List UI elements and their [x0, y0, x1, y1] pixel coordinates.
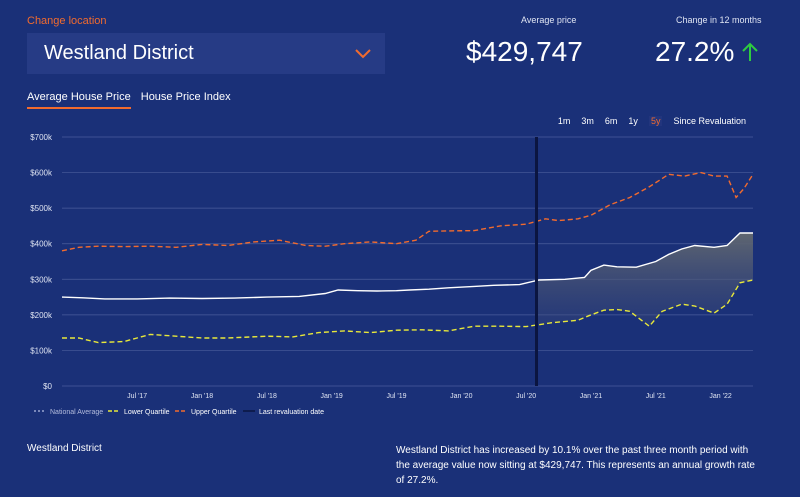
chart-tabs: Average House Price House Price Index [27, 91, 231, 109]
arrow-up-icon [742, 42, 759, 61]
average-price-label: Average price [521, 15, 577, 25]
y-tick-label: $100k [30, 346, 53, 355]
shaded-range-area [536, 233, 753, 327]
range-3m[interactable]: 3m [581, 116, 594, 126]
x-tick-label: Jan '19 [320, 393, 342, 400]
y-tick-label: $500k [30, 204, 53, 213]
series-upper-quartile [61, 171, 754, 252]
x-tick-label: Jan '20 [450, 393, 472, 400]
legend-label: Last revaluation date [259, 409, 324, 416]
y-tick-label: $700k [30, 133, 53, 142]
y-tick-label: $300k [30, 275, 53, 284]
tab-average-house-price[interactable]: Average House Price [27, 91, 131, 109]
x-tick-label: Jul '18 [257, 393, 277, 400]
change-12m-value: 27.2% [655, 36, 735, 67]
legend-label: Lower Quartile [124, 409, 170, 416]
range-6m[interactable]: 6m [604, 116, 618, 126]
change-location-label: Change location [27, 15, 107, 27]
footer-location: Westland District [27, 443, 102, 454]
x-tick-label: Jan '18 [191, 393, 213, 400]
change-12m: 27.2% [655, 36, 759, 68]
x-tick-label: Jul '21 [646, 393, 666, 400]
x-tick-label: Jan '22 [709, 393, 731, 400]
location-dropdown[interactable]: Westland District [27, 33, 385, 74]
average-price-value: $429,747 [466, 36, 583, 67]
legend-label: Upper Quartile [191, 409, 237, 416]
price-chart: $0 $100k $200k $300k $400k $500k $600k $700k Jul… [30, 133, 754, 416]
range-1m[interactable]: 1m [557, 116, 571, 126]
y-tick-label: $200k [30, 311, 53, 320]
range-5y[interactable]: 5y [648, 116, 663, 126]
range-since-revaluation[interactable]: Since Revaluation [673, 116, 746, 126]
x-tick-label: Jul '19 [386, 393, 406, 400]
series-average [61, 232, 753, 300]
range-1y[interactable]: 1y [628, 116, 638, 126]
change-12m-label: Change in 12 months [676, 15, 762, 25]
x-tick-label: Jan '21 [580, 393, 602, 400]
footer-summary: Westland District has increased by 10.1%… [396, 445, 755, 486]
x-tick-label: Jul '20 [516, 393, 536, 400]
legend-label: National Average [50, 409, 103, 416]
location-value: Westland District [44, 42, 194, 64]
y-tick-label: $600k [30, 169, 53, 178]
time-range-selector: 1m 3m 6m 1y 5y Since Revaluation [558, 116, 746, 126]
y-tick-label: $0 [43, 382, 52, 391]
chevron-down-icon [355, 48, 371, 58]
x-tick-label: Jul '17 [127, 393, 147, 400]
series-lower-quartile [62, 279, 754, 344]
tab-house-price-index[interactable]: House Price Index [140, 91, 231, 103]
y-tick-label: $400k [30, 240, 53, 249]
